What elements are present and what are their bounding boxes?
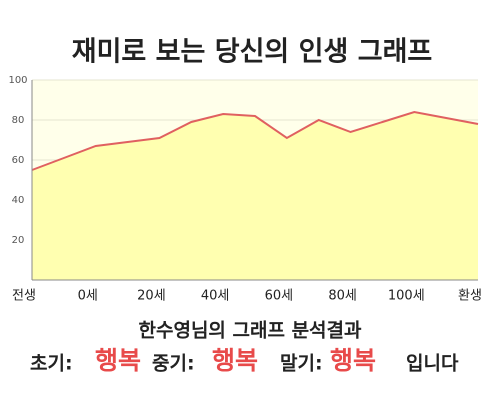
- y-tick-label: 80: [12, 115, 25, 126]
- chart-title: 재미로 보는 당신의 인생 그래프: [72, 37, 433, 68]
- x-tick-label: 전생: [12, 289, 36, 304]
- x-tick-label: 60세: [265, 289, 294, 304]
- x-tick-label: 40세: [201, 289, 230, 304]
- x-tick-label: 100세: [388, 289, 425, 304]
- phase-label: 중기:: [152, 353, 195, 375]
- phase-label: 초기:: [30, 353, 73, 375]
- phase-value: 행복: [95, 346, 141, 375]
- y-tick-label: 40: [12, 195, 25, 206]
- phase-value: 행복: [330, 346, 376, 375]
- x-tick-label: 환생: [458, 289, 482, 304]
- area-line: [31, 110, 479, 171]
- analysis-title: 한수영님의 그래프 분석결과: [139, 320, 363, 342]
- x-tick-label: 20세: [137, 289, 166, 304]
- analysis-suffix: 입니다: [406, 353, 459, 375]
- phase-label: 말기:: [280, 353, 323, 375]
- x-tick-label: 80세: [328, 289, 357, 304]
- x-tick-label: 0세: [78, 289, 98, 304]
- y-tick-label: 100: [8, 75, 27, 86]
- phase-value: 행복: [212, 346, 258, 375]
- y-tick-label: 20: [12, 235, 25, 246]
- area-fill: [32, 112, 478, 280]
- y-tick-label: 60: [12, 155, 25, 166]
